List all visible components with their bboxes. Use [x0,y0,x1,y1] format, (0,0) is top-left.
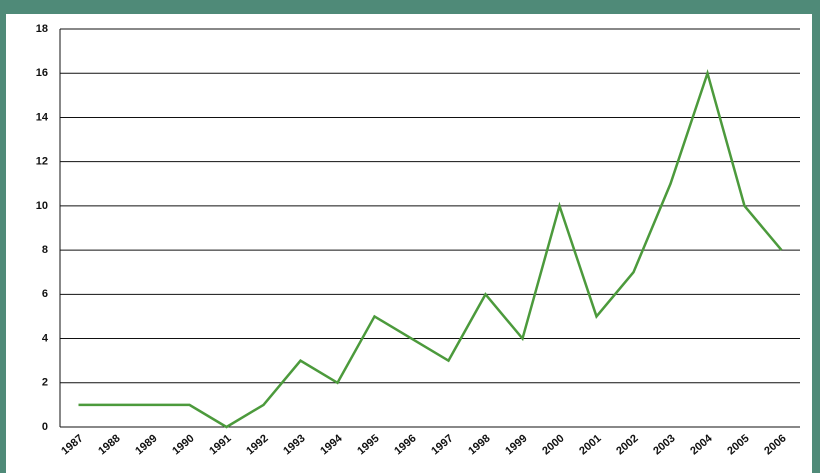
y-tick-label: 6 [42,288,48,300]
y-tick-label: 10 [36,200,48,212]
y-tick-label: 18 [36,23,48,35]
y-tick-label: 4 [42,332,49,344]
line [78,68,783,429]
y-tick-label: 12 [36,156,48,168]
y-tick-label: 8 [42,244,48,256]
y-tick-label: 16 [36,67,48,79]
y-tick-label: 14 [36,111,49,123]
y-tick-label: 0 [42,421,48,433]
y-tick-label: 2 [42,377,48,389]
plot-background [6,14,812,473]
